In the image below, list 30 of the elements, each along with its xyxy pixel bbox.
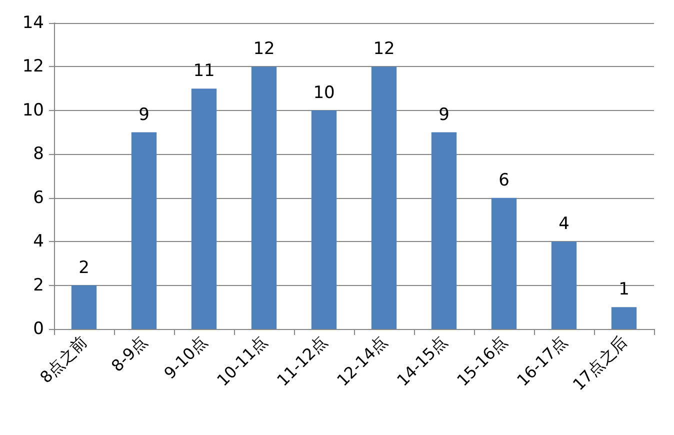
y-tick-label: 12 xyxy=(22,56,44,77)
y-tick-label: 10 xyxy=(22,100,44,120)
data-label: 12 xyxy=(373,39,395,60)
bar xyxy=(611,307,637,329)
y-tick-label: 4 xyxy=(33,232,44,252)
data-label: 2 xyxy=(78,258,90,278)
bar xyxy=(431,132,457,329)
data-label: 11 xyxy=(193,61,215,82)
y-tick-label: 8 xyxy=(33,144,44,164)
y-tick-label: 0 xyxy=(33,319,44,339)
bar xyxy=(131,132,157,329)
data-label: 9 xyxy=(438,104,450,125)
x-tick-label: 8-9点 xyxy=(108,332,151,376)
y-tick-label: 6 xyxy=(33,188,44,208)
data-label: 4 xyxy=(558,214,570,234)
data-label: 12 xyxy=(253,39,275,60)
bar xyxy=(551,242,577,329)
data-label: 9 xyxy=(138,104,150,125)
data-label: 1 xyxy=(618,280,630,300)
y-tick-label: 2 xyxy=(33,275,44,296)
y-tick-label: 14 xyxy=(22,13,44,33)
bar xyxy=(71,285,97,329)
data-label: 6 xyxy=(498,170,510,190)
x-tick-label: 17点之后 xyxy=(568,332,631,394)
data-label: 10 xyxy=(313,82,335,103)
bar xyxy=(251,66,277,329)
bar xyxy=(491,198,517,329)
bar xyxy=(311,110,337,329)
bar xyxy=(191,88,217,329)
bar xyxy=(371,66,397,329)
